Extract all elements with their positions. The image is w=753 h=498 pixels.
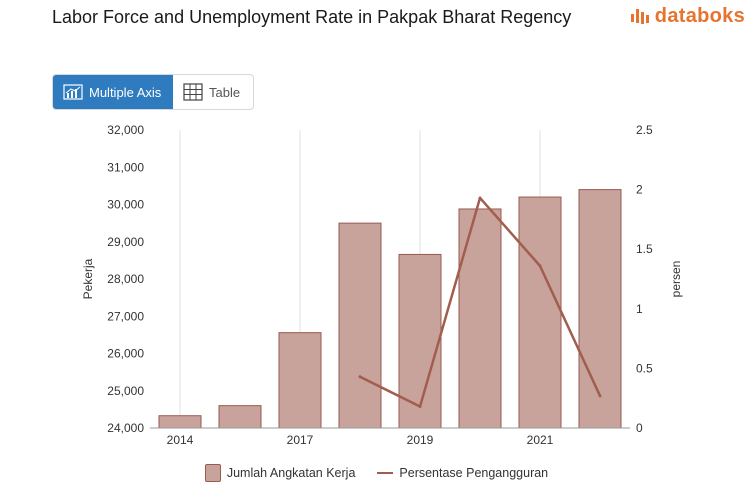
x-tick-label: 2021 <box>527 433 554 447</box>
bar <box>398 253 442 429</box>
bar <box>218 405 262 429</box>
table-label: Table <box>209 84 241 100</box>
table-icon <box>183 83 203 101</box>
x-tick-label: 2019 <box>407 433 434 447</box>
legend-line-swatch <box>377 472 394 474</box>
y-tick-label: 27,000 <box>107 309 144 323</box>
legend-item-line[interactable]: Persentase Pengangguran <box>377 464 548 482</box>
y2-tick-label: 0 <box>636 421 643 435</box>
bar <box>278 332 322 429</box>
bar <box>158 415 202 429</box>
logo-bars-icon <box>630 9 649 24</box>
line-point <box>598 394 602 398</box>
chart-icon <box>63 84 83 100</box>
line-point <box>538 264 542 268</box>
multiple-axis-button[interactable]: Multiple Axis <box>53 75 173 109</box>
y2-tick-label: 2.5 <box>636 123 653 137</box>
legend-bar-swatch <box>204 464 221 482</box>
y-tick-label: 26,000 <box>107 347 144 361</box>
x-tick-label: 2014 <box>167 433 194 447</box>
databoks-logo: databoks <box>630 4 745 28</box>
line-point <box>478 196 482 200</box>
multiple-axis-label: Multiple Axis <box>89 84 162 100</box>
table-button[interactable]: Table <box>173 75 250 109</box>
bar <box>578 189 622 429</box>
bar <box>338 222 382 429</box>
y2-tick-label: 1.5 <box>636 242 653 256</box>
y2-tick-label: 0.5 <box>636 361 653 375</box>
bar <box>518 196 562 429</box>
legend-line-label: Persentase Pengangguran <box>399 466 549 480</box>
y2-tick-label: 2 <box>636 183 643 197</box>
y2-axis-title: persen <box>669 261 683 298</box>
legend-bar-label: Jumlah Angkatan Kerja <box>226 466 356 480</box>
line-point <box>358 375 362 379</box>
y-axis-title: Pekerja <box>81 258 95 299</box>
line-point <box>418 405 422 409</box>
y-tick-label: 31,000 <box>107 160 144 174</box>
view-toggle: Multiple Axis Table <box>52 74 254 110</box>
y2-tick-label: 1 <box>636 302 643 316</box>
bar <box>458 208 502 429</box>
legend-item-bar[interactable]: Jumlah Angkatan Kerja <box>204 464 356 482</box>
chart-title: Labor Force and Unemployment Rate in Pak… <box>52 7 572 27</box>
y-tick-label: 24,000 <box>107 421 144 435</box>
logo-text: databoks <box>654 4 745 27</box>
x-tick-label: 2017 <box>287 433 314 447</box>
y-tick-label: 28,000 <box>107 272 144 286</box>
chart-legend: Jumlah Angkatan Kerja Persentase Pengang… <box>0 464 753 482</box>
y-tick-label: 30,000 <box>107 198 144 212</box>
chart-canvas: 24,000 25,000 26,000 27,000 28,000 29,000 30,0… <box>81 123 683 447</box>
y-tick-label: 29,000 <box>107 235 144 249</box>
y-tick-label: 25,000 <box>107 384 144 398</box>
y-tick-label: 32,000 <box>107 123 144 137</box>
